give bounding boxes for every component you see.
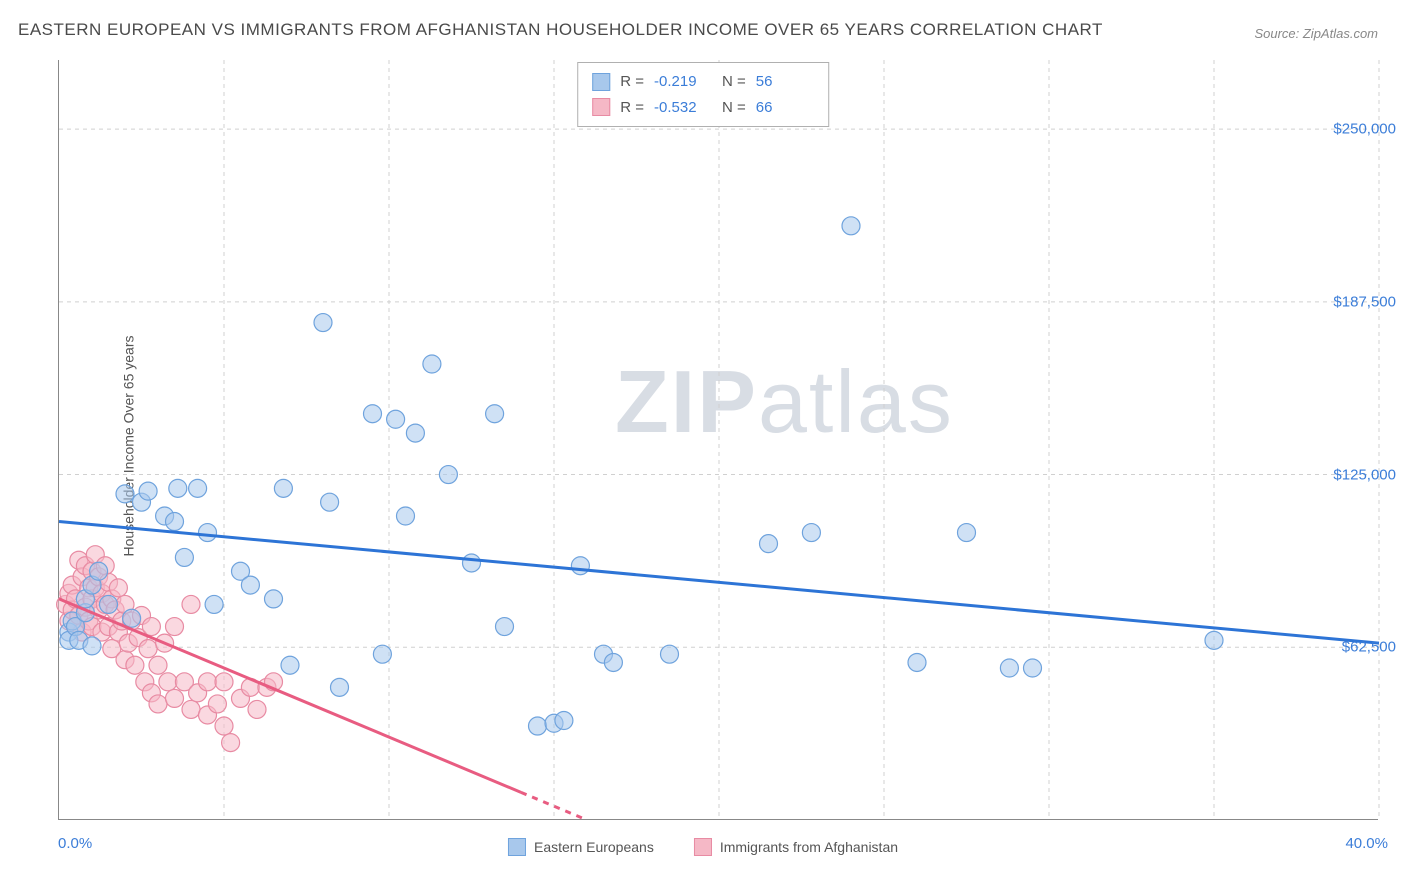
bottom-legend: Eastern Europeans Immigrants from Afghan… — [508, 838, 898, 856]
legend-item-1: Immigrants from Afghanistan — [694, 838, 898, 856]
y-tick-label: $250,000 — [1333, 121, 1396, 138]
swatch-series-0 — [592, 73, 610, 91]
chart-title: EASTERN EUROPEAN VS IMMIGRANTS FROM AFGH… — [18, 20, 1103, 40]
stats-row-0: R = -0.219 N = 56 — [592, 69, 814, 95]
y-tick-label: $62,500 — [1342, 639, 1396, 656]
plot-svg — [59, 60, 1378, 819]
y-tick-label: $125,000 — [1333, 466, 1396, 483]
legend-swatch-0 — [508, 838, 526, 856]
x-max-label: 40.0% — [1345, 835, 1388, 852]
legend-swatch-1 — [694, 838, 712, 856]
correlation-chart: EASTERN EUROPEAN VS IMMIGRANTS FROM AFGH… — [0, 0, 1406, 892]
y-tick-label: $187,500 — [1333, 293, 1396, 310]
stats-legend: R = -0.219 N = 56 R = -0.532 N = 66 — [577, 62, 829, 127]
x-min-label: 0.0% — [58, 835, 92, 852]
source-label: Source: ZipAtlas.com — [1254, 26, 1378, 41]
plot-area: ZIPatlas — [58, 60, 1378, 820]
stats-row-1: R = -0.532 N = 66 — [592, 95, 814, 121]
legend-item-0: Eastern Europeans — [508, 838, 654, 856]
swatch-series-1 — [592, 98, 610, 116]
